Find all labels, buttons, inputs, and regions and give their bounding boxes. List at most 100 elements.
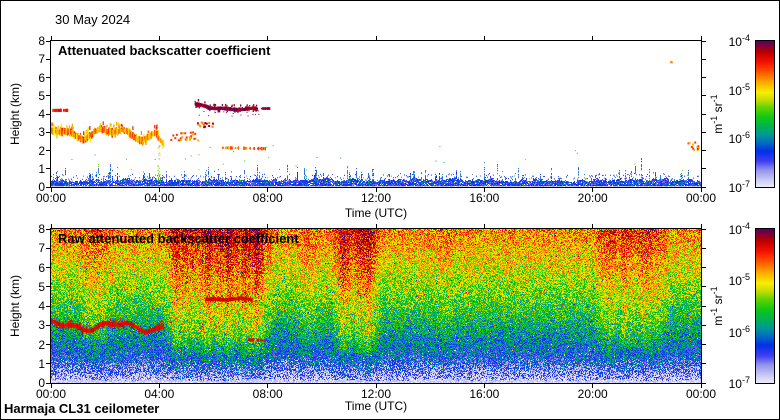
colorbar-tick-label: 10-4 bbox=[728, 221, 750, 237]
x-tick-mark bbox=[700, 36, 702, 40]
x-tick-mark bbox=[483, 224, 485, 228]
y-tick-mark bbox=[46, 228, 51, 230]
y-tick-mark bbox=[46, 131, 51, 133]
x-tick-label: 12:00 bbox=[360, 387, 392, 401]
x-tick-mark bbox=[700, 188, 702, 192]
y-tick-mark bbox=[702, 77, 706, 78]
panel-title-raw: Raw attenuated backscatter coefficient bbox=[58, 231, 299, 246]
y-tick-label: 2 bbox=[38, 143, 45, 158]
y-tick-label: 6 bbox=[38, 260, 45, 275]
colorbar-top-gradient bbox=[756, 41, 774, 187]
x-tick-mark bbox=[592, 188, 594, 192]
y-tick-label: 6 bbox=[38, 70, 45, 85]
x-tick-mark bbox=[592, 224, 594, 228]
x-tick-mark bbox=[375, 188, 377, 192]
attenuated-backscatter-plot bbox=[51, 41, 701, 187]
y-tick-label: 8 bbox=[38, 222, 45, 236]
y-tick-mark bbox=[46, 95, 51, 97]
y-tick-mark bbox=[702, 58, 706, 60]
y-tick-mark bbox=[46, 186, 51, 188]
y-tick-label: 3 bbox=[38, 125, 45, 140]
y-tick-mark bbox=[702, 363, 706, 365]
x-axis-label-top: Time (UTC) bbox=[344, 206, 408, 220]
y-tick-label: 5 bbox=[38, 279, 45, 294]
attenuated-backscatter-panel bbox=[50, 40, 702, 188]
y-tick-mark bbox=[46, 267, 51, 268]
y-tick-mark bbox=[702, 305, 706, 307]
x-tick-mark bbox=[483, 36, 485, 40]
y-tick-mark bbox=[702, 95, 706, 97]
y-tick-label: 5 bbox=[38, 88, 45, 103]
y-tick-mark bbox=[46, 305, 51, 307]
x-tick-label: 00:00 bbox=[685, 191, 717, 205]
y-tick-mark bbox=[46, 168, 51, 170]
x-tick-mark bbox=[483, 384, 485, 388]
colorbar-tick-label: 10-6 bbox=[728, 130, 750, 147]
colorbar-tick-label: 10-5 bbox=[728, 81, 750, 98]
y-tick-mark bbox=[46, 344, 51, 345]
x-tick-mark bbox=[50, 36, 52, 40]
date-label: 30 May 2024 bbox=[55, 12, 131, 27]
x-tick-label: 00:00 bbox=[685, 387, 717, 401]
y-tick-mark bbox=[702, 286, 706, 288]
x-tick-mark bbox=[375, 384, 377, 388]
x-tick-mark bbox=[267, 224, 269, 228]
x-tick-label: 00:00 bbox=[35, 387, 67, 401]
y-tick-label: 0 bbox=[38, 376, 45, 390]
y-tick-mark bbox=[702, 228, 706, 230]
y-tick-mark bbox=[702, 150, 706, 151]
y-tick-mark bbox=[46, 77, 51, 78]
x-tick-mark bbox=[158, 384, 160, 388]
y-tick-label: 1 bbox=[38, 161, 45, 176]
x-tick-mark bbox=[375, 36, 377, 40]
x-axis-label-bottom: Time (UTC) bbox=[344, 399, 408, 413]
y-tick-mark bbox=[46, 286, 51, 288]
x-tick-mark bbox=[267, 188, 269, 192]
x-tick-label: 16:00 bbox=[469, 191, 500, 205]
x-tick-mark bbox=[50, 224, 52, 228]
x-tick-label: 08:00 bbox=[252, 191, 283, 205]
raw-backscatter-plot bbox=[51, 229, 701, 383]
y-tick-mark bbox=[702, 131, 706, 133]
y-tick-label: 8 bbox=[38, 34, 45, 48]
colorbar-tick-label: 10-7 bbox=[728, 375, 750, 391]
x-tick-label: 00:00 bbox=[35, 191, 67, 205]
y-tick-mark bbox=[702, 344, 706, 345]
x-tick-mark bbox=[267, 36, 269, 40]
y-tick-mark bbox=[702, 113, 706, 115]
colorbar-unit-label-top: m-1 sr-1 bbox=[709, 94, 725, 134]
y-tick-mark bbox=[702, 247, 706, 249]
x-tick-label: 04:00 bbox=[144, 387, 175, 401]
y-tick-mark bbox=[46, 113, 51, 115]
y-tick-mark bbox=[702, 267, 706, 268]
raw-backscatter-panel bbox=[50, 228, 702, 384]
colorbar-tick-label: 10-7 bbox=[728, 179, 750, 195]
x-tick-mark bbox=[50, 384, 52, 388]
x-tick-mark bbox=[592, 384, 594, 388]
y-tick-mark bbox=[46, 40, 51, 42]
x-tick-mark bbox=[158, 224, 160, 228]
x-tick-mark bbox=[50, 188, 52, 192]
y-axis-label-bottom: Height (km) bbox=[8, 274, 22, 338]
colorbar-bottom-gradient bbox=[756, 229, 774, 383]
y-tick-label: 0 bbox=[38, 180, 45, 194]
y-tick-mark bbox=[702, 40, 706, 42]
y-tick-mark bbox=[46, 382, 51, 384]
y-tick-label: 7 bbox=[38, 241, 45, 256]
x-tick-label: 16:00 bbox=[469, 387, 500, 401]
y-tick-label: 3 bbox=[38, 318, 45, 333]
x-tick-label: 20:00 bbox=[577, 191, 608, 205]
x-tick-mark bbox=[700, 224, 702, 228]
y-tick-label: 2 bbox=[38, 337, 45, 352]
y-tick-mark bbox=[702, 186, 706, 188]
x-tick-mark bbox=[158, 188, 160, 192]
x-tick-mark bbox=[267, 384, 269, 388]
y-tick-mark bbox=[46, 247, 51, 249]
panel-title-attenuated: Attenuated backscatter coefficient bbox=[58, 43, 271, 58]
x-tick-label: 04:00 bbox=[144, 191, 175, 205]
x-tick-mark bbox=[158, 36, 160, 40]
x-tick-mark bbox=[592, 36, 594, 40]
y-tick-label: 7 bbox=[38, 52, 45, 67]
instrument-label: Harmaja CL31 ceilometer bbox=[4, 401, 160, 416]
